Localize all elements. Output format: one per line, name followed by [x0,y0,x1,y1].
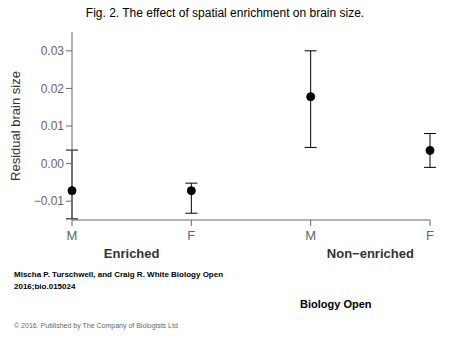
html-text:2016;bio.015024: 2016;bio.015024 [14,282,76,291]
svg-text:F: F [187,228,195,243]
html-text:© 2016. Published by The Compa: © 2016. Published by The Company of Biol… [14,322,178,329]
svg-text:0.03: 0.03 [41,44,65,58]
svg-text:0.00: 0.00 [41,157,65,171]
svg-text:F: F [426,228,434,243]
svg-text:Residual brain size: Residual brain size [8,71,23,181]
svg-text:M: M [305,228,316,243]
html-text:Fig. 2. The effect of spatial: Fig. 2. The effect of spatial enrichment… [85,6,365,20]
svg-text:−0.01: −0.01 [34,194,65,208]
html-text:Mischa P. Turschwell, and Crai: Mischa P. Turschwell, and Craig R. White… [14,270,224,279]
svg-text:Non−enriched: Non−enriched [327,246,414,261]
svg-text:Enriched: Enriched [104,246,160,261]
html-text:Biology Open: Biology Open [300,298,372,310]
svg-text:M: M [67,228,78,243]
svg-text:0.01: 0.01 [41,119,65,133]
svg-text:0.02: 0.02 [41,82,65,96]
